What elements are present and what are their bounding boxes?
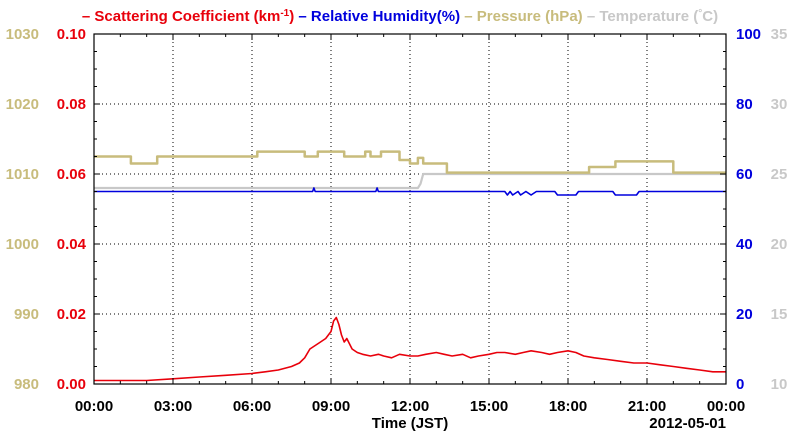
temperature-tick-label: 25 — [771, 166, 788, 183]
temperature-tick-label: 10 — [771, 376, 788, 393]
grid — [94, 34, 726, 384]
temperature-tick-label: 30 — [771, 96, 788, 113]
pressure-tick-label: 1030 — [6, 26, 39, 43]
scattering-tick-label: 0.08 — [57, 96, 86, 113]
scattering-tick-label: 0.04 — [57, 236, 87, 253]
scattering-tick-label: 0.10 — [57, 26, 86, 43]
legend-entry: – Temperature ( — [583, 8, 699, 25]
x-tick-label: 21:00 — [628, 398, 666, 415]
x-tick-label: 12:00 — [391, 398, 429, 415]
series-line-pressure — [94, 150, 726, 174]
humidity-tick-label: 40 — [736, 236, 753, 253]
humidity-tick-label: 100 — [736, 26, 761, 43]
humidity-tick-label: 0 — [736, 376, 744, 393]
humidity-tick-label: 80 — [736, 96, 753, 113]
x-tick-label: 00:00 — [75, 398, 113, 415]
x-tick-label: 18:00 — [549, 398, 587, 415]
legend-superscript: ° — [698, 8, 702, 19]
scattering-tick-label: 0.06 — [57, 166, 86, 183]
series-layer — [94, 150, 726, 382]
x-tick-label: 03:00 — [154, 398, 192, 415]
scattering-tick-label: 0.00 — [57, 376, 86, 393]
x-tick-label: 00:00 — [707, 398, 745, 415]
series-line-temperature — [94, 172, 726, 190]
series-line-scattering-coefficient — [94, 316, 726, 382]
humidity-tick-label: 20 — [736, 306, 753, 323]
tick-layer: 00:00 03:00 06:00 09:00 12:00 15:00 18:00 21:00… — [6, 26, 788, 415]
x-axis-label: Time (JST) — [372, 415, 448, 432]
pressure-tick-label: 1020 — [6, 96, 39, 113]
pressure-tick-label: 1000 — [6, 236, 39, 253]
x-tick-label: 06:00 — [233, 398, 271, 415]
legend-entry-tail: C) — [702, 8, 718, 25]
temperature-tick-label: 15 — [771, 306, 788, 323]
legend: – Scattering Coefficient (km-1) – Relati… — [82, 8, 718, 26]
date-label: 2012-05-01 — [649, 415, 726, 432]
legend-entry: – Scattering Coefficient (km — [82, 8, 280, 25]
pressure-tick-label: 990 — [14, 306, 39, 323]
scattering-tick-label: 0.02 — [57, 306, 86, 323]
pressure-tick-label: 980 — [14, 376, 39, 393]
legend-superscript: -1 — [280, 8, 289, 19]
temperature-tick-label: 20 — [771, 236, 788, 253]
humidity-tick-label: 60 — [736, 166, 753, 183]
pressure-tick-label: 1010 — [6, 166, 39, 183]
x-tick-label: 15:00 — [470, 398, 508, 415]
legend-entry: – Pressure (hPa) — [460, 8, 583, 25]
temperature-tick-label: 35 — [771, 26, 788, 43]
x-tick-label: 09:00 — [312, 398, 350, 415]
legend-entry-tail: ) — [289, 8, 294, 25]
legend-entry: – Relative Humidity(%) — [294, 8, 460, 25]
series-line-relative-humidity — [94, 187, 726, 196]
